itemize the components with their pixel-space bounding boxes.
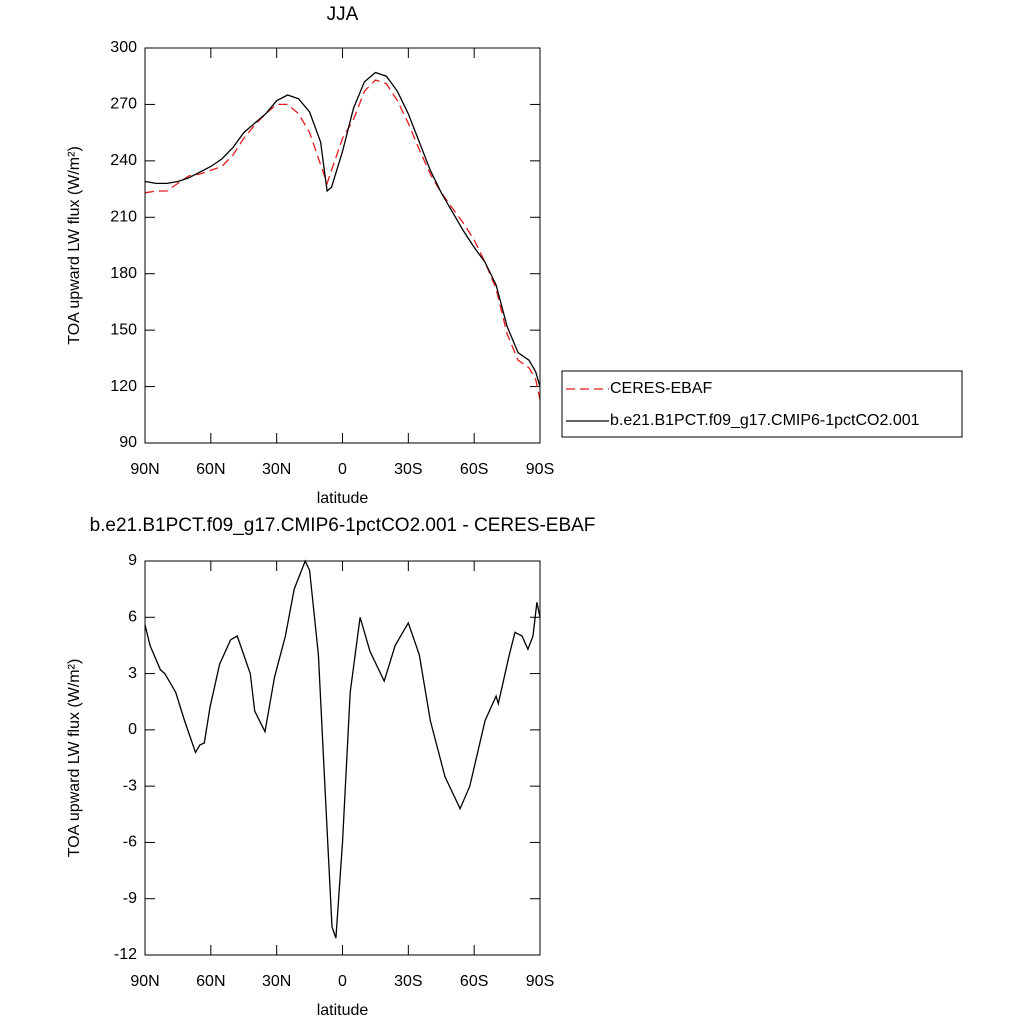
y-tick-label: 150: [110, 321, 137, 338]
x-axis-label: latitude: [317, 490, 369, 507]
y-tick-label: 90: [119, 434, 137, 451]
x-tick-label: 0: [338, 973, 347, 990]
data-line: [144, 71, 541, 387]
y-tick-label: 3: [128, 665, 137, 682]
y-tick-label: -12: [114, 946, 137, 963]
y-tick-label: 6: [128, 609, 137, 626]
data-line: [144, 559, 541, 939]
chart-title: b.e21.B1PCT.f09_g17.CMIP6-1pctCO2.001 - …: [90, 515, 596, 536]
y-tick-label: 0: [128, 721, 137, 738]
y-tick-label: 240: [110, 152, 137, 169]
x-tick-label: 90S: [526, 973, 554, 990]
x-tick-label: 90N: [130, 461, 159, 478]
chart-title: JJA: [327, 4, 359, 25]
legend-label: CERES-EBAF: [610, 380, 712, 397]
x-tick-label: 90N: [130, 973, 159, 990]
x-tick-label: 30S: [394, 461, 422, 478]
x-axis-label: latitude: [317, 1002, 369, 1019]
x-tick-label: 60N: [196, 973, 225, 990]
y-axis-label: TOA upward LW flux (W/m²): [66, 146, 83, 345]
y-tick-label: -6: [123, 834, 137, 851]
y-tick-label: 300: [110, 39, 137, 56]
y-tick-label: -3: [123, 777, 137, 794]
x-tick-label: 0: [338, 461, 347, 478]
x-tick-label: 30N: [262, 973, 291, 990]
y-tick-label: 180: [110, 265, 137, 282]
x-tick-label: 90S: [526, 461, 554, 478]
data-line: [144, 79, 541, 400]
legend-label: b.e21.B1PCT.f09_g17.CMIP6-1pctCO2.001: [610, 412, 920, 429]
x-tick-label: 60S: [460, 461, 488, 478]
x-tick-label: 60S: [460, 973, 488, 990]
legend-box: [561, 370, 963, 438]
plot-frame: [144, 560, 541, 956]
x-tick-label: 60N: [196, 461, 225, 478]
y-tick-label: 210: [110, 209, 137, 226]
y-tick-label: 270: [110, 96, 137, 113]
x-tick-label: 30S: [394, 973, 422, 990]
y-axis-label: TOA upward LW flux (W/m²): [66, 659, 83, 858]
plot-frame: [144, 47, 541, 444]
y-tick-label: -9: [123, 890, 137, 907]
y-tick-label: 120: [110, 378, 137, 395]
x-tick-label: 30N: [262, 461, 291, 478]
y-tick-label: 9: [128, 552, 137, 569]
